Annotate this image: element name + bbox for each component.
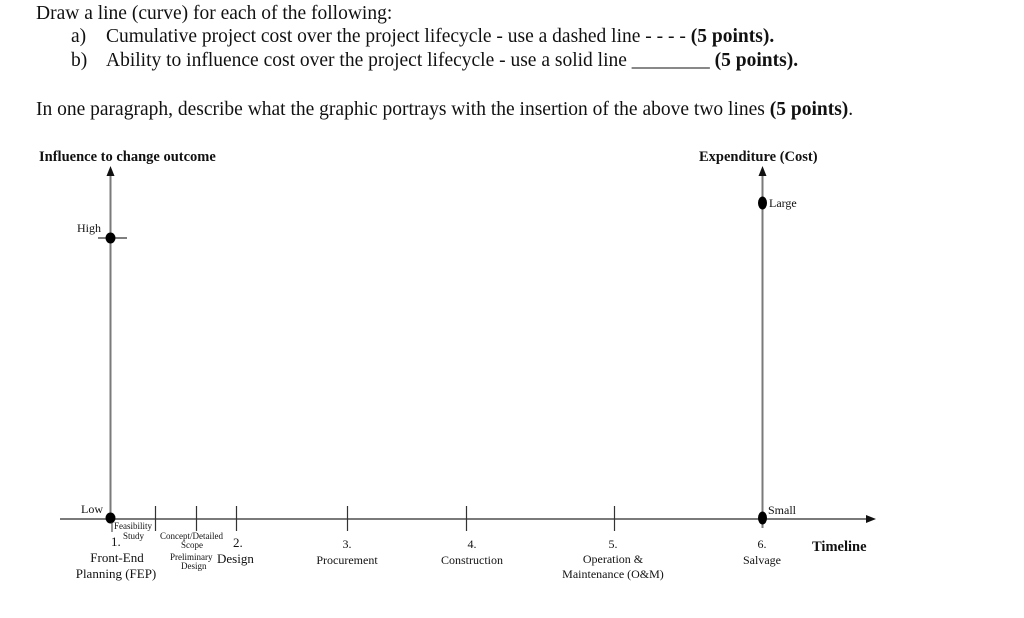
phase-1-number: 1. xyxy=(111,534,121,549)
phase-1-line1: Front-End xyxy=(90,550,144,565)
question-item-b-text: Ability to influence cost over the proje… xyxy=(106,50,798,72)
phase-2-name: Design xyxy=(217,551,254,566)
phase-4-name: Construction xyxy=(441,553,503,567)
item-a-text: Cumulative project cost over the project… xyxy=(106,26,691,47)
small-label: Small xyxy=(768,503,797,517)
phase-3-number: 3. xyxy=(342,537,352,551)
preliminary-label: Preliminary xyxy=(170,552,213,562)
phase-3-name: Procurement xyxy=(316,553,378,567)
low-dot xyxy=(105,512,116,524)
phase-1-line2: Planning (FEP) xyxy=(75,566,157,581)
item-a-marker: a) xyxy=(71,26,87,47)
small-dot xyxy=(758,511,767,525)
low-label: Low xyxy=(81,502,103,516)
right-axis-title: Expenditure (Cost) xyxy=(699,149,818,165)
phase-4-number: 4. xyxy=(467,537,477,551)
phase-5-number: 5. xyxy=(608,537,618,551)
high-dot xyxy=(105,232,116,244)
phase-5-line2: Maintenance (O&M) xyxy=(562,567,664,581)
paragraph-points: (5 points) xyxy=(769,99,849,120)
feasibility-label: Feasibility xyxy=(114,521,152,531)
question-item-a-text: Cumulative project cost over the project… xyxy=(106,26,774,48)
question-item-a: a) xyxy=(71,26,86,48)
question-item-b: b) xyxy=(71,50,87,72)
left-axis-title: Influence to change outcome xyxy=(39,149,216,165)
phase-2-number: 2. xyxy=(233,535,243,550)
phase-6-name: Salvage xyxy=(743,553,781,567)
left-axis-arrow-icon xyxy=(106,166,115,176)
question-intro: Draw a line (curve) for each of the foll… xyxy=(36,3,393,24)
paragraph-end: . xyxy=(848,99,854,120)
phase-5-line1: Operation & xyxy=(582,552,644,566)
concept-text: Concept xyxy=(160,531,190,541)
study-label: Study xyxy=(123,531,145,541)
design-small-label: Design xyxy=(181,561,207,571)
scope-label: Scope xyxy=(181,540,203,550)
detailed-text: /Detailed xyxy=(190,531,223,541)
item-b-marker: b) xyxy=(71,50,88,71)
paragraph-prompt: In one paragraph, describe what the grap… xyxy=(36,99,853,121)
concept-label: Concept/Detailed xyxy=(160,532,223,541)
item-b-text: Ability to influence cost over the proje… xyxy=(106,50,715,71)
large-label: Large xyxy=(769,196,797,210)
timeline-arrow-icon xyxy=(866,515,876,523)
phase-6-number: 6. xyxy=(757,537,767,551)
item-a-points: (5 points). xyxy=(690,26,775,47)
high-label: High xyxy=(77,221,101,235)
right-axis-arrow-icon xyxy=(758,166,767,176)
timeline-label: Timeline xyxy=(812,539,867,555)
paragraph-prompt-text: In one paragraph, describe what the grap… xyxy=(36,99,770,120)
large-dot xyxy=(758,196,767,210)
item-b-points: (5 points). xyxy=(714,50,799,71)
